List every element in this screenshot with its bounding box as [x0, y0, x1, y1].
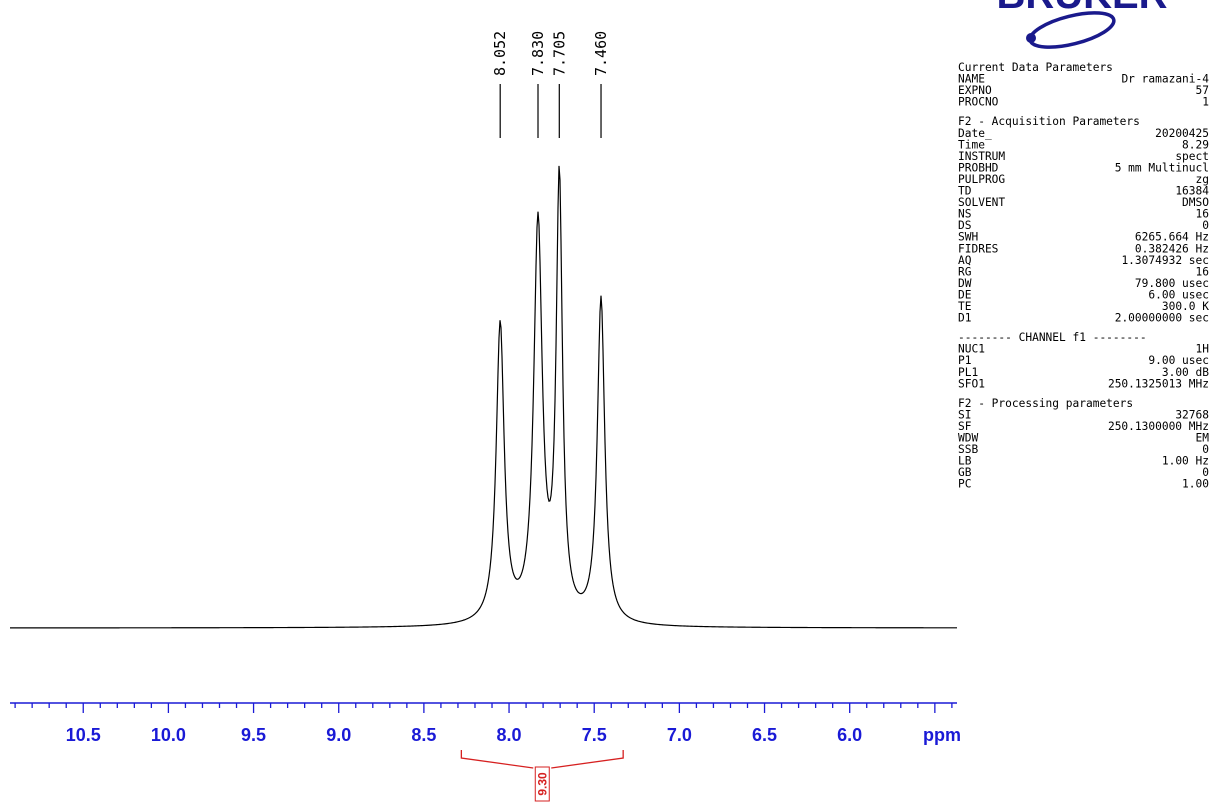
param-key: PL1 — [958, 366, 978, 379]
param-value: 6265.664 Hz — [1135, 231, 1209, 244]
param-key: SFO1 — [958, 377, 985, 390]
param-value: 5 mm Multinucl — [1115, 161, 1209, 174]
param-value: 16 — [1196, 265, 1210, 278]
integral-value-box — [534, 766, 550, 802]
param-key: NAME — [958, 73, 985, 86]
param-section-heading: F2 - Acquisition Parameters — [958, 115, 1140, 128]
param-key: DW — [958, 277, 972, 290]
axis-tick-label: 7.5 — [582, 725, 607, 745]
param-value: 2.00000000 sec — [1115, 312, 1209, 325]
param-section-heading: F2 - Processing parameters — [958, 397, 1133, 410]
param-key: FIDRES — [958, 242, 998, 255]
param-key: PROCNO — [958, 96, 999, 109]
axis-tick-label: 6.5 — [752, 725, 777, 745]
param-section-heading: Current Data Parameters — [958, 61, 1113, 74]
axis-tick-label: 7.0 — [667, 725, 692, 745]
axis-tick-label: 9.0 — [326, 725, 351, 745]
param-value: 32768 — [1175, 408, 1209, 421]
param-section-heading: -------- CHANNEL f1 -------- — [958, 331, 1147, 344]
param-key: PC — [958, 478, 971, 491]
logo-dot-icon — [1026, 33, 1036, 43]
param-value: 1.3074932 sec — [1121, 254, 1209, 267]
param-key: LB — [958, 455, 972, 468]
param-value: 9.00 usec — [1148, 354, 1209, 367]
param-key: Time — [958, 138, 985, 151]
param-value: 0.382426 Hz — [1135, 242, 1209, 255]
ppm-axis: 10.5 10.0 9.5 9.0 8.5 8.0 7.5 7.0 6.5 6.0 ppm — [10, 702, 961, 745]
integral-marker: 9.30 — [460, 750, 624, 802]
param-key: RG — [958, 265, 972, 278]
axis-tick-label: 6.0 — [837, 725, 862, 745]
param-value: 1 — [1202, 96, 1209, 109]
param-value: 1.00 Hz — [1162, 455, 1209, 468]
param-key: DS — [958, 219, 971, 232]
param-key: SF — [958, 420, 972, 433]
param-value: EM — [1196, 432, 1210, 445]
param-key: SI — [958, 408, 971, 421]
param-value: 16384 — [1175, 185, 1209, 198]
param-key: PULPROG — [958, 173, 1005, 186]
axis-unit-label: ppm — [923, 725, 961, 745]
axis-tick-label: 8.5 — [411, 725, 436, 745]
param-key: DE — [958, 288, 972, 301]
integral-value: 9.30 — [535, 772, 549, 796]
axis-tick-label: 9.5 — [241, 725, 266, 745]
param-key: P1 — [958, 354, 971, 367]
param-value: 250.1325013 MHz — [1108, 377, 1209, 390]
param-value: 0 — [1202, 443, 1209, 456]
peak-labels: 8.052 7.830 7.705 7.460 — [491, 31, 610, 138]
integral-bracket — [460, 750, 624, 769]
param-key: INSTRUM — [958, 150, 1005, 163]
param-value: 1.00 — [1182, 478, 1209, 491]
peak-label-3: 7.460 — [592, 31, 610, 76]
spectrum-line — [10, 165, 957, 629]
param-value: 0 — [1202, 466, 1209, 479]
param-key: WDW — [958, 432, 978, 445]
param-key: SSB — [958, 443, 978, 456]
peak-label-2: 7.705 — [550, 31, 568, 76]
param-value: 250.1300000 MHz — [1108, 420, 1209, 433]
param-value: 300.0 K — [1162, 300, 1209, 313]
param-key: D1 — [958, 312, 971, 325]
peak-label-0: 8.052 — [491, 31, 509, 76]
bruker-logo: BRUKER — [996, 0, 1168, 49]
axis-tick-label: 10.0 — [151, 725, 186, 745]
param-value: spect — [1175, 150, 1209, 163]
param-key: Date_ — [958, 127, 992, 140]
axis-tick-label: 10.5 — [66, 725, 101, 745]
param-value: Dr ramazani-4 — [1121, 73, 1209, 86]
param-key: TE — [958, 300, 972, 313]
param-key: GB — [958, 466, 972, 479]
param-value: 3.00 dB — [1162, 366, 1209, 379]
param-key: NUC1 — [958, 343, 985, 356]
param-value: 20200425 — [1155, 127, 1209, 140]
param-key: PROBHD — [958, 161, 999, 174]
param-value: DMSO — [1182, 196, 1209, 209]
param-value: 57 — [1196, 84, 1209, 97]
axis-tick-label: 8.0 — [497, 725, 522, 745]
param-key: SWH — [958, 231, 978, 244]
param-value: 1H — [1196, 343, 1209, 356]
param-value: zg — [1196, 173, 1209, 186]
param-key: EXPNO — [958, 84, 992, 97]
param-value: 6.00 usec — [1148, 288, 1209, 301]
logo-wordmark: BRUKER — [996, 0, 1167, 17]
param-value: 8.29 — [1182, 138, 1209, 151]
param-key: AQ — [958, 254, 972, 267]
peak-label-1: 7.830 — [529, 31, 547, 76]
param-key: TD — [958, 185, 972, 198]
param-key: SOLVENT — [958, 196, 1005, 209]
param-value: 16 — [1196, 208, 1210, 221]
param-key: NS — [958, 208, 971, 221]
param-value: 79.800 usec — [1135, 277, 1209, 290]
param-value: 0 — [1202, 219, 1209, 232]
